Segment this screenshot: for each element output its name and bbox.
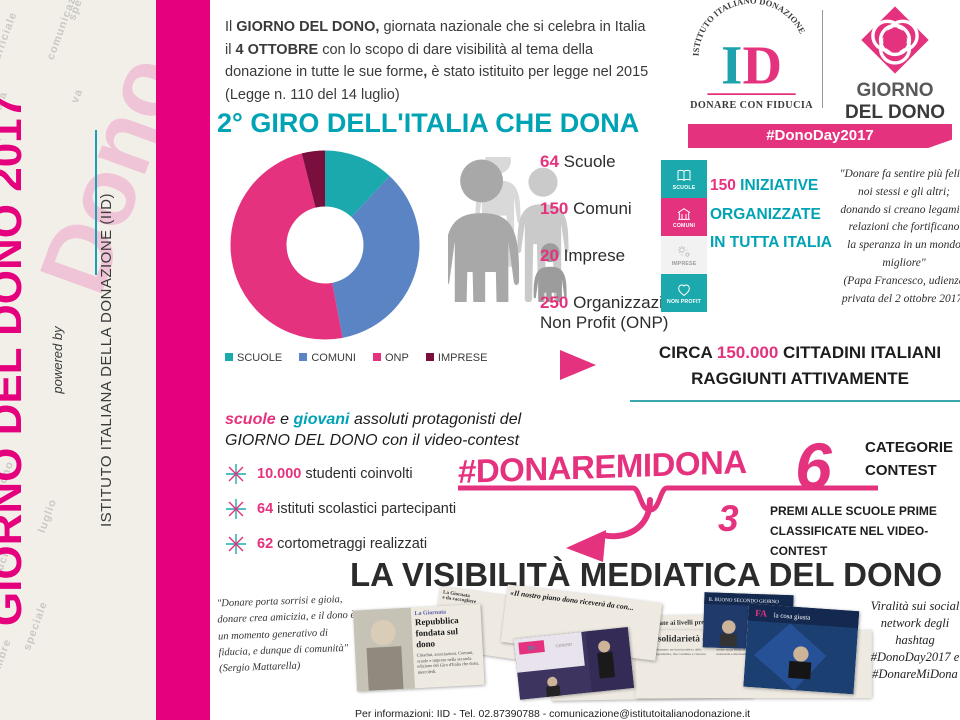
svg-text:ID: ID (721, 34, 782, 95)
svg-text:FA: FA (755, 609, 768, 620)
svg-text:ID: ID (528, 646, 535, 653)
svg-text:DONARE CON FIDUCIA: DONARE CON FIDUCIA (690, 100, 813, 111)
